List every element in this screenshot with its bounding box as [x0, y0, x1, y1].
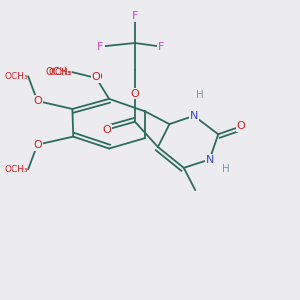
Text: F: F [158, 42, 164, 52]
Text: O: O [130, 88, 139, 98]
Text: F: F [132, 11, 138, 21]
Text: OCH₃: OCH₃ [45, 67, 71, 76]
Text: H: H [196, 90, 203, 100]
Text: O: O [93, 73, 102, 82]
Text: OCH₃: OCH₃ [49, 68, 72, 76]
Text: OCH₃: OCH₃ [4, 72, 28, 81]
Text: O: O [102, 125, 111, 135]
Text: O: O [92, 73, 100, 82]
Text: H: H [222, 164, 230, 174]
Text: OCH₃: OCH₃ [4, 165, 28, 174]
Text: N: N [190, 111, 198, 121]
Text: N: N [206, 154, 214, 164]
Text: O: O [33, 140, 42, 150]
Text: F: F [97, 42, 104, 52]
Text: O: O [33, 96, 42, 106]
Text: O: O [237, 121, 246, 131]
